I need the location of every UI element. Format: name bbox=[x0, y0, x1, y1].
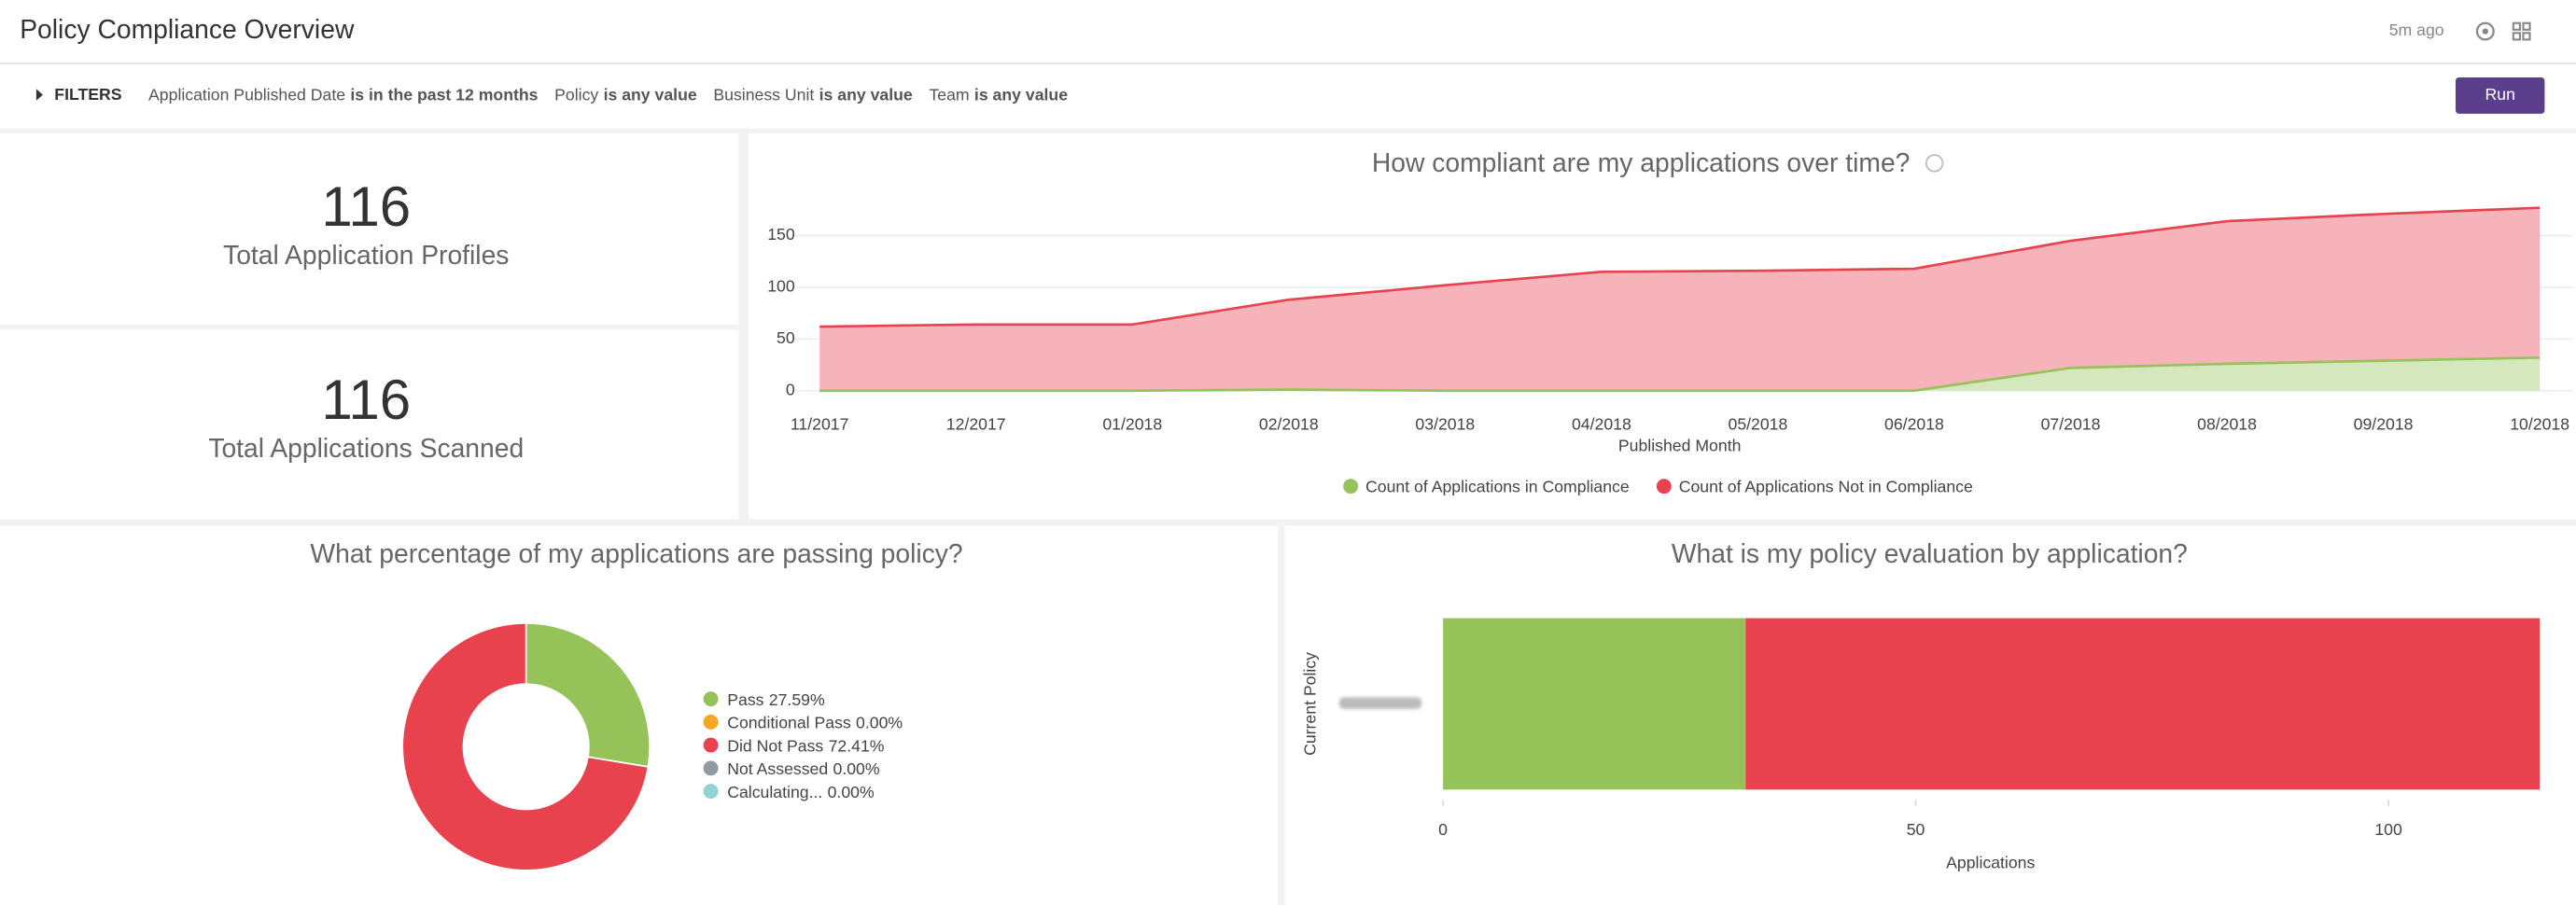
area-fill bbox=[819, 357, 2541, 391]
settings-icon[interactable] bbox=[2475, 21, 2495, 41]
legend-label: Count of Applications Not in Compliance bbox=[1679, 478, 1973, 496]
legend-label: Calculating... 0.00% bbox=[727, 783, 875, 801]
legend-value: 0.00% bbox=[833, 759, 880, 778]
legend-value: 72.41% bbox=[829, 736, 885, 755]
legend-marker bbox=[703, 737, 719, 753]
x-tick-label: 08/2018 bbox=[2197, 415, 2257, 434]
filter-caret[interactable] bbox=[35, 89, 43, 101]
filter-field: Application Published Date bbox=[148, 85, 345, 104]
gear[interactable] bbox=[2475, 21, 2495, 41]
kpi-label: Total Application Profiles bbox=[223, 240, 509, 270]
x-tick-label: 0 bbox=[1438, 820, 1448, 839]
legend-name: Conditional Pass bbox=[727, 713, 851, 731]
legend-name: Not Assessed bbox=[727, 759, 828, 778]
area-line bbox=[819, 206, 2541, 328]
legend-marker bbox=[703, 714, 719, 730]
x-tick-label: 05/2018 bbox=[1729, 415, 1788, 434]
x-tick-label: 10/2018 bbox=[2510, 415, 2569, 434]
x-tick-label: 09/2018 bbox=[2354, 415, 2414, 434]
x-tick-label: 07/2018 bbox=[2041, 415, 2101, 434]
chart-title: What is my policy evaluation by applicat… bbox=[1672, 538, 2188, 568]
kpi-panel bbox=[0, 329, 739, 520]
x-tick-label: 04/2018 bbox=[1572, 415, 1631, 434]
x-axis-title: Applications bbox=[1946, 854, 2035, 872]
area-underlay bbox=[819, 207, 2541, 391]
pie-slice bbox=[401, 621, 650, 871]
x-tick-label: 03/2018 bbox=[1415, 415, 1475, 434]
legend-value: 0.00% bbox=[856, 713, 903, 731]
legend-value: 0.00% bbox=[828, 783, 875, 801]
icon-cell[interactable] bbox=[2522, 32, 2531, 41]
filter-condition: is any value bbox=[974, 85, 1068, 104]
legend-marker bbox=[1343, 479, 1359, 494]
legend-name: Did Not Pass bbox=[727, 736, 823, 755]
kpi-label: Total Applications Scanned bbox=[208, 433, 524, 463]
y-tick-label: 100 bbox=[767, 277, 795, 296]
x-tick-label: 11/2017 bbox=[791, 415, 849, 434]
area-fill bbox=[819, 207, 2541, 391]
y-axis-title: Current Policy bbox=[1300, 652, 1319, 756]
gear-center[interactable] bbox=[2482, 28, 2488, 35]
area-underlay bbox=[819, 357, 2541, 391]
legend-value: 27.59% bbox=[769, 690, 825, 709]
chart-title: What percentage of my applications are p… bbox=[310, 538, 962, 568]
filter-field: Team bbox=[929, 85, 969, 104]
x-tick-label: 06/2018 bbox=[1884, 415, 1944, 434]
help-icon[interactable] bbox=[1925, 154, 1944, 173]
run-button[interactable] bbox=[2456, 77, 2545, 114]
filters-toggle[interactable]: FILTERS bbox=[54, 85, 121, 104]
y-tick-label: 0 bbox=[786, 380, 795, 398]
legend-label: Count of Applications in Compliance bbox=[1365, 478, 1630, 496]
chart-title: How compliant are my applications over t… bbox=[1372, 147, 1911, 177]
layout-icon[interactable] bbox=[2512, 21, 2531, 41]
legend-marker bbox=[703, 691, 719, 707]
x-axis-title: Published Month bbox=[1618, 436, 1742, 454]
bar-segment bbox=[1443, 618, 1746, 790]
x-tick-label: 12/2017 bbox=[946, 415, 1006, 434]
filter-field: Business Unit bbox=[713, 85, 814, 104]
filter-condition: is any value bbox=[819, 85, 913, 104]
filter-item: Application Published Date is in the past… bbox=[148, 85, 539, 104]
legend-marker bbox=[703, 784, 719, 800]
legend-name: Pass bbox=[727, 690, 763, 709]
x-tick-label: 50 bbox=[1907, 820, 1925, 839]
redacted-label bbox=[1338, 697, 1422, 709]
kpi-value: 116 bbox=[321, 175, 411, 238]
legend-marker bbox=[703, 760, 719, 776]
kpi-value: 116 bbox=[321, 369, 411, 431]
pie-slice bbox=[525, 621, 651, 768]
filter-condition: is any value bbox=[604, 85, 697, 104]
legend-label: Pass 27.59% bbox=[727, 690, 825, 709]
filter-item: Policy is any value bbox=[554, 85, 697, 104]
x-tick-label: 01/2018 bbox=[1102, 415, 1162, 434]
legend-marker bbox=[1656, 479, 1672, 494]
filter-condition: is in the past 12 months bbox=[350, 85, 538, 104]
updated-time: 5m ago bbox=[2389, 21, 2444, 39]
legend-label: Not Assessed 0.00% bbox=[727, 759, 880, 778]
legend-label: Conditional Pass 0.00% bbox=[727, 713, 903, 731]
icon-cell[interactable] bbox=[2512, 32, 2521, 41]
kpi-panel bbox=[0, 133, 739, 326]
run-button-label[interactable]: Run bbox=[2485, 85, 2515, 104]
filter-row: Application Published Date is in the past… bbox=[148, 85, 1068, 104]
y-tick-label: 150 bbox=[767, 225, 795, 244]
x-tick-label: 100 bbox=[2374, 820, 2402, 839]
page-title: Policy Compliance Overview bbox=[20, 14, 355, 44]
bar-segment bbox=[1745, 618, 2541, 790]
legend-name: Calculating... bbox=[727, 783, 822, 801]
filter-item: Business Unit is any value bbox=[713, 85, 913, 104]
icon-cell[interactable] bbox=[2522, 21, 2531, 31]
legend-label: Did Not Pass 72.41% bbox=[727, 736, 885, 755]
icon-cell[interactable] bbox=[2512, 21, 2521, 31]
area-line bbox=[819, 355, 2541, 393]
x-tick-label: 02/2018 bbox=[1259, 415, 1319, 434]
y-tick-label: 50 bbox=[777, 328, 795, 347]
filter-field: Policy bbox=[554, 85, 598, 104]
filter-item: Team is any value bbox=[929, 85, 1068, 104]
